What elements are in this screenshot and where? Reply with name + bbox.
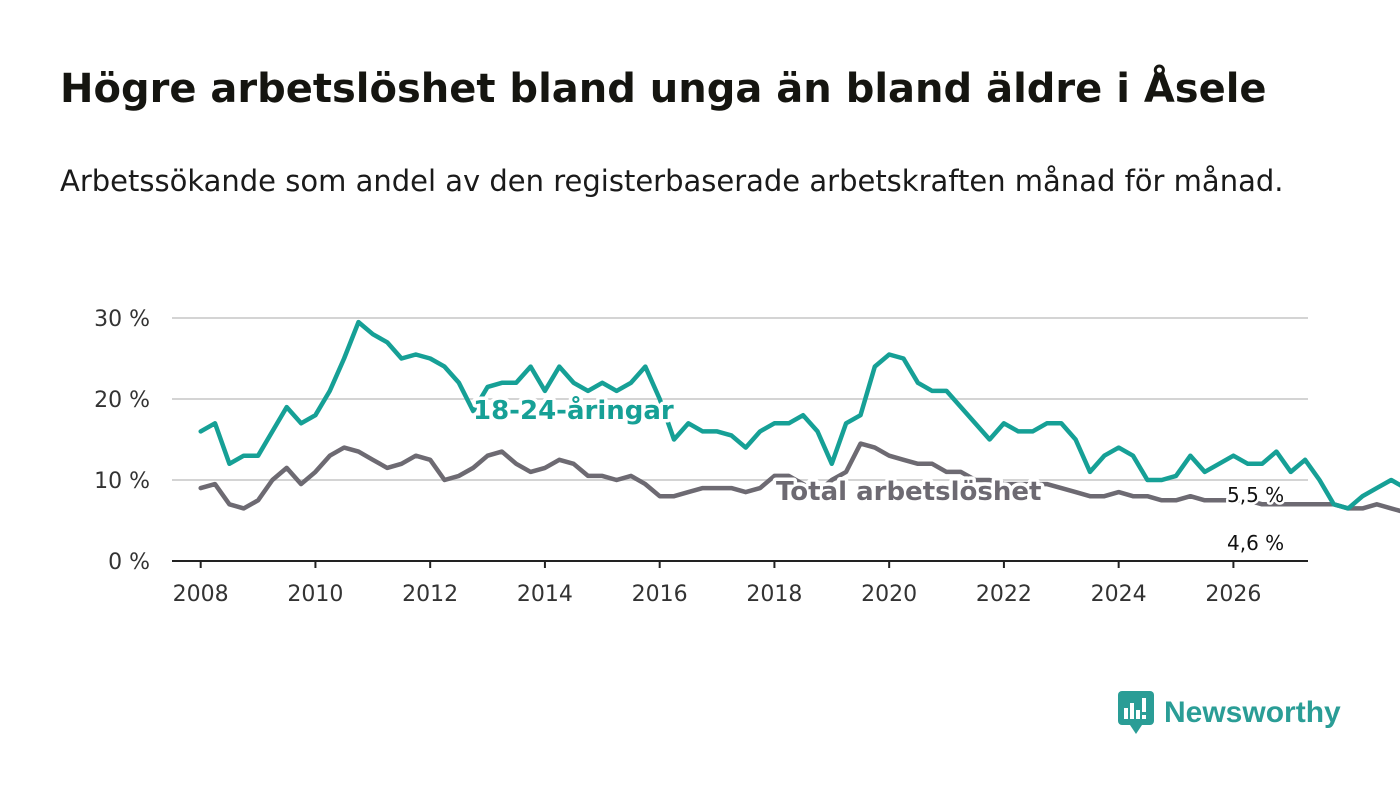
series-labels: 18-24-åringar Total arbetslöshet 5,5 % 4,6 … [470,391,1287,558]
end-value-youth: 5,5 % [1227,483,1284,507]
series-label-total: Total arbetslöshet [776,477,1041,507]
x-tick-label: 2018 [746,582,802,607]
chart-subtitle: Arbetssökande som andel av den registerb… [60,164,1284,198]
y-axis-ticks: 0 % 10 % 20 % 30 % [94,307,150,575]
series-label-youth: 18-24-åringar [473,394,674,426]
x-tick-label: 2020 [861,582,917,607]
newsworthy-logo: Newsworthy [1118,690,1341,736]
x-tick-label: 2022 [976,582,1032,607]
x-tick-label: 2016 [632,582,688,607]
logo-text: Newsworthy [1164,696,1341,729]
x-axis-ticks: 2008 2010 2012 2014 2016 2018 2020 2022 2024 2026 [172,560,1308,607]
series-line-total [198,441,1400,514]
series-line-youth [198,319,1400,511]
gridlines [172,317,1308,481]
end-value-total: 4,6 % [1227,531,1284,555]
x-tick-label: 2012 [402,582,458,607]
x-tick-label: 2026 [1205,582,1261,607]
x-tick-label: 2008 [173,582,229,607]
x-tick-label: 2010 [287,582,343,607]
x-tick-label: 2014 [517,582,573,607]
chart-title: Högre arbetslöshet bland unga än bland ä… [60,66,1267,112]
y-tick-label: 0 % [108,550,150,575]
y-tick-label: 20 % [94,388,150,413]
x-tick-label: 2024 [1091,582,1147,607]
series-lines [198,319,1400,514]
y-tick-label: 10 % [94,469,150,494]
y-tick-label: 30 % [94,307,150,332]
newsworthy-logo-icon [1118,691,1154,734]
